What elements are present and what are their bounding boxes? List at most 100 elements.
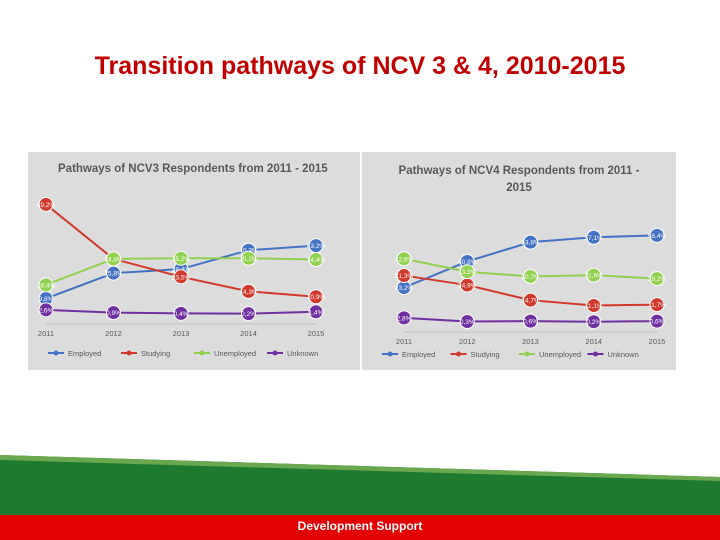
data-point-unknown <box>241 306 256 322</box>
x-tick-label: 2011 <box>396 337 412 346</box>
data-point-unknown <box>38 302 54 318</box>
legend-label: Unemployed <box>539 350 581 359</box>
data-label: 23,5% <box>172 274 191 281</box>
data-point-studying <box>649 297 665 313</box>
chart-panel-ncv3: Pathways of NCV3 Respondents from 2011 -… <box>28 152 360 370</box>
x-tick-label: 2015 <box>649 337 666 346</box>
data-label: 42,6% <box>395 256 414 263</box>
data-point-unemployed <box>586 267 602 283</box>
data-label: 2,6% <box>39 307 54 314</box>
data-label: 9,8% <box>39 296 54 303</box>
data-label: 25,8% <box>104 271 123 278</box>
x-tick-label: 2011 <box>38 329 54 338</box>
data-label: 29,2% <box>648 276 667 283</box>
data-label: 43,2% <box>307 243 326 250</box>
data-point-studying <box>586 298 602 314</box>
legend-marker <box>593 351 598 357</box>
data-label: 0,3% <box>460 319 475 326</box>
data-label: 0,4% <box>174 311 189 318</box>
data-point-unemployed <box>38 277 54 293</box>
x-tick-label: 2013 <box>173 329 190 338</box>
legend-label: Employed <box>402 350 435 359</box>
legend-marker <box>387 351 393 357</box>
data-point-unknown <box>308 304 324 320</box>
data-label: 0,9% <box>106 310 121 317</box>
data-label: 11,1% <box>585 303 603 310</box>
data-point-unemployed <box>241 250 256 266</box>
data-point-employed <box>586 229 602 245</box>
data-point-unknown <box>396 310 412 326</box>
data-label: 10,9% <box>307 294 326 301</box>
data-point-unemployed <box>459 264 475 280</box>
data-point-employed <box>649 227 665 243</box>
x-tick-label: 2014 <box>240 329 257 338</box>
data-label: 14,7% <box>521 298 540 305</box>
legend-marker <box>53 350 59 356</box>
legend-label: Studying <box>141 349 170 358</box>
data-point-unemployed <box>396 251 412 267</box>
legend-marker <box>199 350 205 356</box>
x-tick-label: 2012 <box>105 329 122 338</box>
data-label: 34,8% <box>104 256 123 263</box>
data-point-unknown <box>173 305 189 321</box>
legend-label: Unknown <box>287 349 318 358</box>
chart-title: Pathways of NCV4 Respondents from 2011 - <box>399 165 640 177</box>
legend-marker <box>126 350 132 356</box>
data-label: 40,8% <box>458 259 477 266</box>
data-label: 35,2% <box>172 256 191 263</box>
footer-text: Development Support <box>297 519 423 533</box>
chart-ncv3: Pathways of NCV3 Respondents from 2011 -… <box>37 163 329 358</box>
data-label: 57,1% <box>585 235 604 242</box>
data-label: 14,3% <box>239 289 258 296</box>
legend-label: Unemployed <box>214 349 256 358</box>
data-label: 2,8% <box>397 315 412 322</box>
data-point-unemployed <box>308 252 324 268</box>
data-label: 1,4% <box>309 309 324 316</box>
data-point-unemployed <box>649 271 665 287</box>
legend-marker <box>524 351 530 357</box>
data-point-studying <box>523 292 538 308</box>
data-label: 0,6% <box>650 319 665 326</box>
data-point-unknown <box>523 313 538 329</box>
data-point-studying <box>173 269 189 285</box>
data-label: 53,8% <box>521 240 540 247</box>
data-label: 69,2% <box>37 202 56 209</box>
data-label: 24,9% <box>458 283 477 290</box>
data-label: 31,6% <box>585 273 604 280</box>
data-point-unemployed <box>106 251 121 267</box>
data-label: 35,2% <box>239 256 258 263</box>
data-point-employed <box>523 234 538 250</box>
data-label: 23,2% <box>395 285 414 292</box>
slide-title: Transition pathways of NCV 3 & 4, 2010-2… <box>94 52 626 80</box>
chart-ncv4: Pathways of NCV4 Respondents from 2011 -… <box>382 165 667 359</box>
chart-title: 2015 <box>506 182 532 194</box>
data-label: 58,4% <box>648 233 667 240</box>
chart-title: Pathways of NCV3 Respondents from 2011 -… <box>58 163 328 175</box>
legend-label: Employed <box>68 349 101 358</box>
data-label: 18,4% <box>37 282 56 289</box>
x-tick-label: 2012 <box>459 337 476 346</box>
data-point-unknown <box>106 305 121 321</box>
legend-marker <box>272 350 278 356</box>
data-label: 11,7% <box>648 302 666 309</box>
data-label: 0,2% <box>586 319 601 326</box>
data-label: 30,7% <box>521 274 540 281</box>
data-point-studying <box>396 268 412 284</box>
data-point-unemployed <box>173 250 189 266</box>
legend-marker <box>456 351 461 357</box>
data-label: 0,2% <box>241 311 256 318</box>
chart-panel-ncv4: Pathways of NCV4 Respondents from 2011 -… <box>362 152 676 370</box>
footer-green-highlight <box>0 455 720 481</box>
data-point-unknown <box>649 313 665 329</box>
data-point-studying <box>38 196 54 212</box>
data-label: 31,3% <box>395 273 414 280</box>
data-point-studying <box>241 283 256 299</box>
data-point-studying <box>308 289 324 305</box>
footer-bar <box>0 515 720 540</box>
data-label: 34,4% <box>307 257 326 264</box>
data-point-unemployed <box>523 268 538 284</box>
data-point-unknown <box>586 314 602 330</box>
x-tick-label: 2014 <box>585 337 602 346</box>
x-tick-label: 2015 <box>308 329 325 338</box>
data-label: 0,6% <box>523 319 538 326</box>
